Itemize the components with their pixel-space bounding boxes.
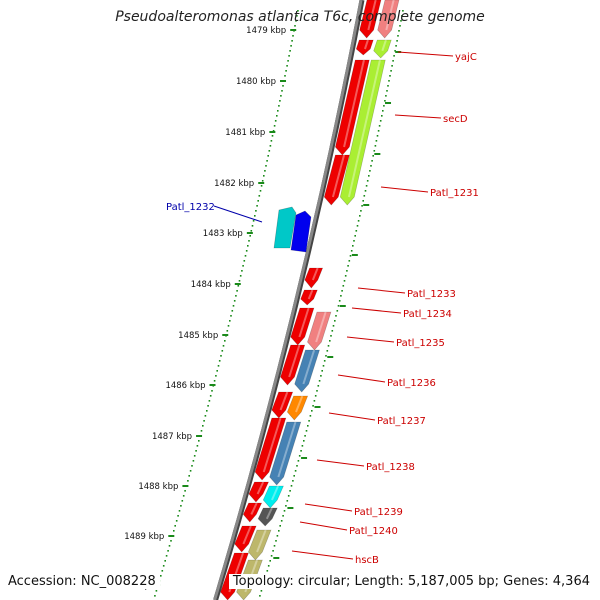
- gene-label-leader: [394, 114, 442, 119]
- gene-feature: [290, 307, 315, 346]
- gene-feature: [373, 39, 392, 59]
- gene-feature-highlight: [279, 391, 289, 411]
- gene-label: Patl_1231: [430, 188, 479, 199]
- gene-feature-highlight: [315, 311, 327, 343]
- map-title: Pseudoalteromonas atlantica T6c, complet…: [115, 9, 485, 25]
- gene-feature: [254, 417, 287, 481]
- gene-feature-highlight: [343, 59, 365, 148]
- gene-feature: [248, 481, 269, 503]
- gene-label: hscB: [355, 555, 379, 566]
- gene-label-leader: [380, 186, 429, 193]
- gene-feature-highlight: [307, 289, 314, 300]
- gene-feature: [280, 344, 306, 386]
- gene-label: Patl_1238: [366, 462, 415, 473]
- gene-label-leader: [213, 205, 263, 223]
- tick-label: 1480 kbp: [236, 77, 276, 87]
- gene-feature: [257, 507, 278, 527]
- genome-backbone: [213, 0, 363, 600]
- gene-label-leader: [397, 51, 454, 57]
- tick-label: 1488 kbp: [138, 482, 178, 492]
- gene-feature: [335, 59, 370, 156]
- gene-feature-highlight: [347, 59, 381, 198]
- tick-label: 1481 kbp: [225, 128, 265, 138]
- gene-feature: [377, 0, 400, 39]
- gene-label: Patl_1240: [349, 526, 398, 537]
- gene-feature-highlight: [364, 39, 369, 50]
- gene-feature-highlight: [262, 417, 282, 473]
- gene-feature-highlight: [295, 395, 304, 413]
- gene-feature: [323, 154, 350, 206]
- gene-label-leader: [346, 336, 395, 343]
- gene-label: Patl_1233: [407, 289, 456, 300]
- gene-feature: [304, 267, 324, 289]
- gene-feature-reverse: [290, 210, 312, 253]
- gene-feature-highlight: [256, 481, 265, 495]
- gene-feature: [286, 395, 309, 421]
- accession-text: Accession: NC_008228: [8, 574, 160, 589]
- gene-feature-highlight: [385, 0, 395, 31]
- gene-label-leader: [357, 287, 406, 294]
- tick-label: 1486 kbp: [165, 381, 205, 391]
- gene-feature-highlight: [277, 421, 297, 478]
- gene-feature-highlight: [250, 502, 258, 515]
- tick-label: 1482 kbp: [214, 179, 254, 189]
- gene-label-leader: [291, 550, 354, 560]
- gene-label-leader: [316, 459, 365, 467]
- tick-label: 1489 kbp: [124, 532, 164, 542]
- gene-feature: [269, 421, 302, 486]
- gene-feature: [339, 59, 386, 206]
- gene-label: Patl_1237: [377, 416, 426, 427]
- gene-label-leader: [304, 503, 353, 512]
- gene-feature: [234, 525, 257, 553]
- tick-label: 1484 kbp: [191, 280, 231, 290]
- gene-feature: [242, 502, 263, 523]
- gene-feature-highlight: [302, 349, 316, 385]
- gene-feature: [248, 529, 272, 561]
- tick-label: 1483 kbp: [203, 229, 243, 239]
- genome-summary: Topology: circular; Length: 5,187,005 bp…: [228, 574, 590, 589]
- gene-feature-highlight: [265, 507, 273, 520]
- gene-feature: [307, 311, 332, 351]
- gene-feature-highlight: [331, 154, 346, 198]
- gene-label: secD: [443, 114, 468, 125]
- gene-feature-reverse: [273, 206, 297, 249]
- gene-feature: [300, 289, 318, 306]
- tick-label: 1485 kbp: [178, 331, 218, 341]
- gene-feature-highlight: [311, 267, 319, 281]
- gene-label: Patl_1236: [387, 378, 436, 389]
- gene-label-leader: [299, 521, 348, 531]
- tick-ring-dots: [152, 10, 299, 600]
- gene-feature: [359, 0, 382, 39]
- gene-label-leader: [337, 374, 386, 383]
- gene-feature: [355, 39, 374, 56]
- gene-feature-highlight: [256, 529, 267, 553]
- gene-feature-highlight: [242, 525, 252, 545]
- gene-label: Patl_1239: [354, 507, 403, 518]
- gene-feature-highlight: [367, 0, 377, 31]
- gene-label: yajC: [455, 52, 477, 63]
- gene-feature-highlight: [381, 39, 387, 52]
- gene-label-leader: [351, 307, 402, 314]
- tick-label: 1487 kbp: [152, 432, 192, 442]
- tick-label: 1479 kbp: [246, 26, 286, 36]
- gene-feature-highlight: [271, 485, 279, 501]
- gene-feature: [294, 349, 320, 393]
- gene-label: Patl_1235: [396, 338, 445, 349]
- gene-label-leader: [328, 412, 376, 421]
- gene-feature-highlight: [288, 344, 301, 378]
- gene-feature: [271, 391, 294, 419]
- gene-feature: [262, 485, 284, 509]
- gene-label: Patl_1234: [403, 309, 452, 320]
- gene-label: Patl_1232: [166, 202, 215, 213]
- gene-feature-highlight: [298, 307, 310, 338]
